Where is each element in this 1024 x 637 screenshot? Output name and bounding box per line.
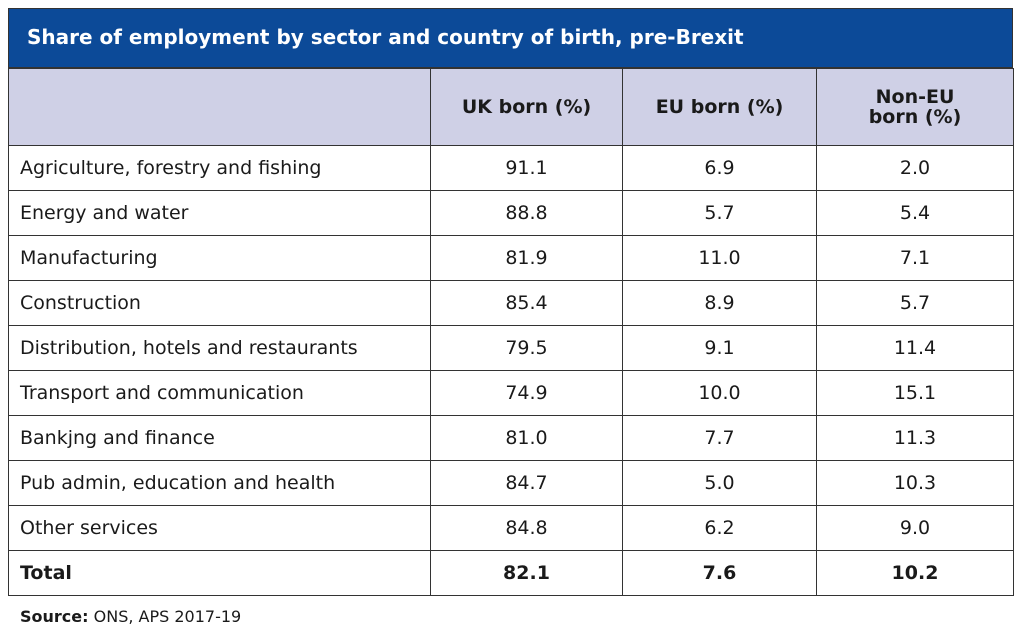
header-row: UK born (%) EU born (%) Non-EU born (%) xyxy=(8,68,1014,146)
sector-cell: Bankjng and finance xyxy=(8,415,431,461)
value-cell: 8.9 xyxy=(622,280,817,326)
table-row: Bankjng and finance 81.0 7.7 11.3 xyxy=(8,415,1014,461)
table-title: Share of employment by sector and countr… xyxy=(8,8,1013,68)
value-cell: 15.1 xyxy=(816,370,1014,416)
table-row: Distribution, hotels and restaurants 79.5… xyxy=(8,325,1014,371)
table-row: Manufacturing 81.9 11.0 7.1 xyxy=(8,235,1014,281)
value-cell: 5.0 xyxy=(622,460,817,506)
value-cell: 11.3 xyxy=(816,415,1014,461)
header-cell: EU born (%) xyxy=(622,68,817,146)
table-row: Other services 84.8 6.2 9.0 xyxy=(8,505,1014,551)
table-row: Construction 85.4 8.9 5.7 xyxy=(8,280,1014,326)
sector-cell: Manufacturing xyxy=(8,235,431,281)
value-cell: 6.9 xyxy=(622,145,817,191)
source-note: Source: ONS, APS 2017-19 xyxy=(20,607,241,626)
value-cell: 82.1 xyxy=(430,550,623,596)
value-cell: 11.0 xyxy=(622,235,817,281)
total-row: Total 82.1 7.6 10.2 xyxy=(8,550,1014,596)
value-cell: 85.4 xyxy=(430,280,623,326)
header-cell xyxy=(8,68,431,146)
table-row: Agriculture, forestry and fishing 91.1 6.9… xyxy=(8,145,1014,191)
sector-cell: Distribution, hotels and restaurants xyxy=(8,325,431,371)
value-cell: 5.4 xyxy=(816,190,1014,236)
value-cell: 10.3 xyxy=(816,460,1014,506)
value-cell: 6.2 xyxy=(622,505,817,551)
value-cell: 7.6 xyxy=(622,550,817,596)
source-text: ONS, APS 2017-19 xyxy=(93,607,242,626)
value-cell: 11.4 xyxy=(816,325,1014,371)
table-row: Transport and communication 74.9 10.0 15.1 xyxy=(8,370,1014,416)
header-cell: Non-EU born (%) xyxy=(816,68,1014,146)
value-cell: 5.7 xyxy=(816,280,1014,326)
value-cell: 84.8 xyxy=(430,505,623,551)
sector-cell: Agriculture, forestry and fishing xyxy=(8,145,431,191)
sector-cell: Other services xyxy=(8,505,431,551)
value-cell: 91.1 xyxy=(430,145,623,191)
value-cell: 5.7 xyxy=(622,190,817,236)
value-cell: 7.1 xyxy=(816,235,1014,281)
sector-cell: Construction xyxy=(8,280,431,326)
sector-cell: Total xyxy=(8,550,431,596)
value-cell: 79.5 xyxy=(430,325,623,371)
value-cell: 81.9 xyxy=(430,235,623,281)
data-table: UK born (%) EU born (%) Non-EU born (%) Ag… xyxy=(8,68,1014,596)
value-cell: 81.0 xyxy=(430,415,623,461)
value-cell: 88.8 xyxy=(430,190,623,236)
table-row: Energy and water 88.8 5.7 5.4 xyxy=(8,190,1014,236)
sector-cell: Energy and water xyxy=(8,190,431,236)
table-body: Agriculture, forestry and fishing 91.1 6.9… xyxy=(8,145,1014,596)
value-cell: 2.0 xyxy=(816,145,1014,191)
header-cell: UK born (%) xyxy=(430,68,623,146)
value-cell: 7.7 xyxy=(622,415,817,461)
source-label: Source: xyxy=(20,607,89,626)
table-row: Pub admin, education and health 84.7 5.0 10… xyxy=(8,460,1014,506)
sector-cell: Pub admin, education and health xyxy=(8,460,431,506)
value-cell: 84.7 xyxy=(430,460,623,506)
sector-cell: Transport and communication xyxy=(8,370,431,416)
value-cell: 9.0 xyxy=(816,505,1014,551)
value-cell: 74.9 xyxy=(430,370,623,416)
value-cell: 9.1 xyxy=(622,325,817,371)
value-cell: 10.0 xyxy=(622,370,817,416)
value-cell: 10.2 xyxy=(816,550,1014,596)
